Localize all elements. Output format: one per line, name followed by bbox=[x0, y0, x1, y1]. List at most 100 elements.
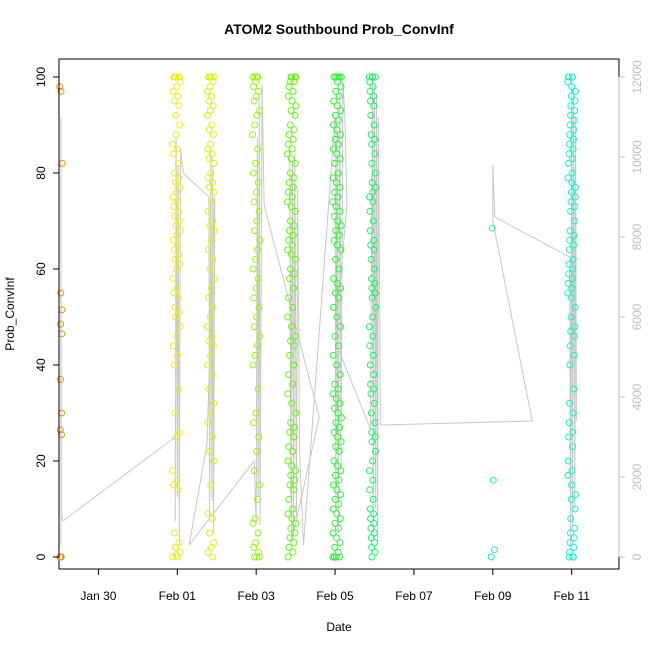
data-point bbox=[335, 294, 343, 302]
data-point bbox=[333, 510, 341, 518]
data-point bbox=[210, 227, 218, 235]
data-point bbox=[567, 327, 575, 335]
data-point bbox=[335, 265, 343, 273]
data-point bbox=[334, 433, 342, 441]
data-point bbox=[251, 255, 259, 263]
data-point bbox=[175, 385, 183, 393]
data-point bbox=[175, 251, 183, 259]
data-point bbox=[369, 457, 376, 465]
data-point bbox=[172, 543, 179, 551]
data-point bbox=[330, 553, 338, 561]
data-point bbox=[204, 111, 211, 119]
data-point bbox=[253, 447, 261, 455]
data-point bbox=[288, 145, 296, 153]
data-point bbox=[254, 529, 262, 537]
data-point bbox=[174, 241, 182, 249]
data-point bbox=[289, 380, 297, 388]
data-point bbox=[210, 159, 218, 167]
data-point bbox=[329, 145, 337, 153]
data-point bbox=[176, 121, 184, 129]
data-point bbox=[56, 426, 64, 434]
data-point bbox=[174, 351, 182, 359]
data-point bbox=[366, 78, 374, 86]
y2-tick-label: 8000 bbox=[630, 223, 644, 250]
data-point bbox=[336, 515, 344, 523]
data-point bbox=[567, 111, 574, 119]
data-point bbox=[333, 126, 341, 134]
data-point bbox=[291, 207, 299, 215]
data-point bbox=[336, 553, 344, 561]
data-point bbox=[249, 265, 257, 273]
data-point bbox=[170, 481, 177, 489]
data-point bbox=[564, 457, 572, 465]
data-point bbox=[330, 236, 338, 244]
data-point bbox=[254, 385, 262, 393]
x-tick-label: Feb 01 bbox=[159, 589, 197, 603]
data-point bbox=[291, 159, 299, 167]
data-point bbox=[366, 486, 374, 494]
data-point bbox=[250, 97, 258, 105]
data-point bbox=[286, 481, 294, 489]
data-point bbox=[288, 241, 296, 249]
data-point bbox=[567, 198, 575, 206]
data-point bbox=[332, 395, 340, 403]
data-point bbox=[175, 102, 183, 110]
data-point bbox=[334, 548, 342, 556]
data-point bbox=[208, 284, 215, 292]
data-point bbox=[254, 179, 262, 187]
data-point bbox=[571, 505, 579, 513]
data-point bbox=[367, 241, 375, 249]
data-point bbox=[203, 87, 211, 95]
data-point bbox=[369, 313, 377, 321]
data-point bbox=[172, 433, 180, 441]
data-point bbox=[490, 546, 498, 554]
data-point bbox=[368, 294, 376, 302]
data-point bbox=[370, 102, 378, 110]
data-point bbox=[205, 73, 213, 81]
data-point bbox=[209, 515, 216, 523]
data-point bbox=[569, 255, 577, 263]
data-point bbox=[209, 342, 217, 350]
data-point bbox=[337, 246, 345, 254]
y2-tick-label: 6000 bbox=[630, 303, 644, 330]
data-point bbox=[570, 217, 578, 225]
data-point bbox=[368, 159, 376, 167]
data-point bbox=[253, 313, 261, 321]
data-point bbox=[369, 188, 377, 196]
y2-tick-label: 0 bbox=[630, 553, 644, 560]
data-point bbox=[171, 255, 179, 263]
x-axis-label: Date bbox=[326, 620, 352, 634]
data-point bbox=[333, 462, 341, 470]
data-point bbox=[367, 255, 375, 263]
data-point bbox=[171, 303, 179, 311]
data-point bbox=[287, 155, 295, 163]
data-point bbox=[209, 553, 217, 561]
x-tick-label: Feb 11 bbox=[553, 589, 590, 603]
y2-tick-label: 12000 bbox=[630, 60, 644, 94]
data-point bbox=[205, 385, 213, 393]
data-point bbox=[336, 131, 344, 139]
data-point bbox=[330, 212, 338, 220]
data-point bbox=[367, 97, 374, 105]
data-point bbox=[207, 351, 214, 359]
data-point bbox=[175, 174, 183, 182]
data-point bbox=[286, 78, 294, 86]
data-point bbox=[170, 203, 178, 211]
data-point bbox=[287, 107, 295, 115]
data-point bbox=[290, 270, 298, 278]
secondary-trace-line bbox=[60, 76, 577, 546]
data-point bbox=[251, 73, 259, 81]
data-point bbox=[255, 207, 263, 215]
data-point bbox=[176, 428, 184, 436]
data-point bbox=[329, 174, 337, 182]
data-point bbox=[287, 471, 295, 479]
data-point bbox=[204, 207, 212, 215]
data-point bbox=[335, 476, 343, 484]
data-point bbox=[204, 419, 212, 427]
data-point bbox=[289, 447, 297, 455]
data-point bbox=[285, 236, 292, 244]
data-point bbox=[335, 140, 343, 148]
data-point bbox=[206, 529, 214, 537]
data-point bbox=[336, 539, 344, 547]
